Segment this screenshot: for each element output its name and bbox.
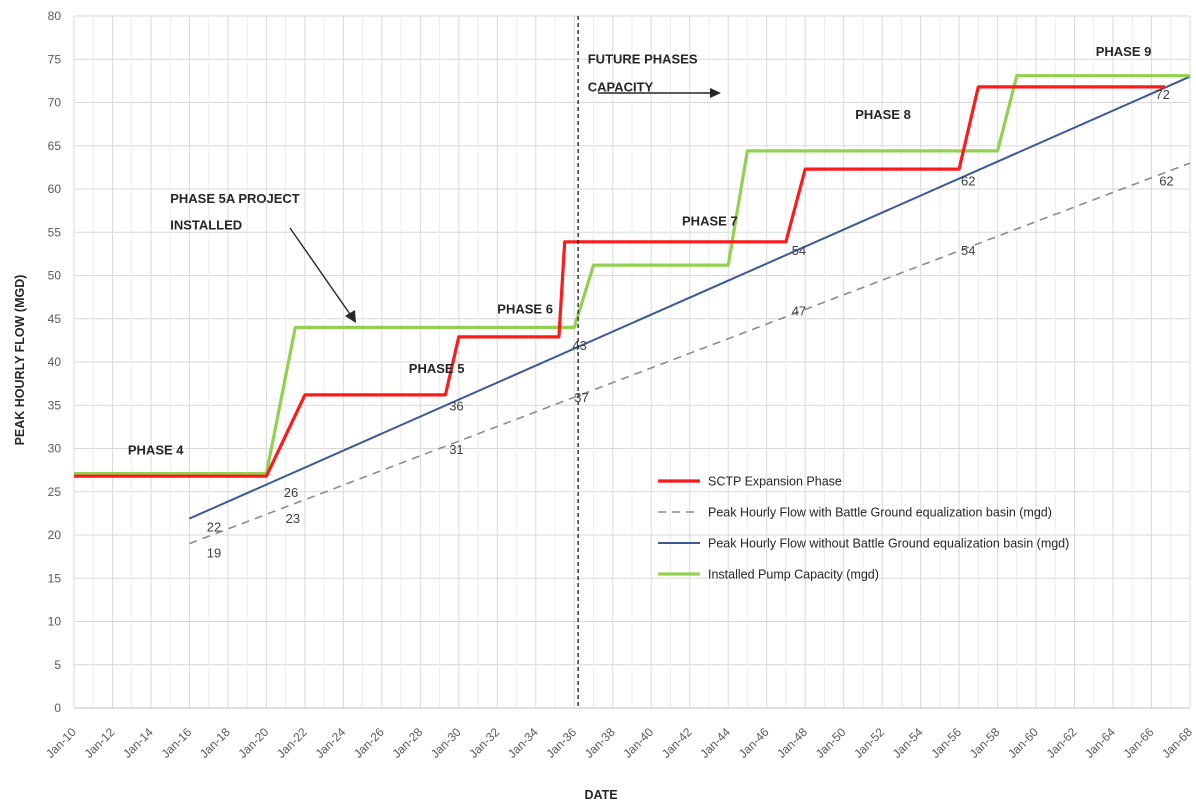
y-tick-label: 30 bbox=[48, 442, 62, 456]
data-label: 54 bbox=[961, 243, 975, 258]
data-label: 22 bbox=[207, 520, 221, 535]
legend-label: Installed Pump Capacity (mgd) bbox=[708, 568, 879, 582]
x-tick-label: Jan-60 bbox=[1005, 725, 1041, 761]
y-tick-label: 70 bbox=[48, 96, 62, 110]
y-tick-label: 45 bbox=[48, 312, 62, 326]
y-tick-label: 10 bbox=[48, 615, 62, 629]
y-tick-label: 65 bbox=[48, 139, 62, 153]
x-tick-label: Jan-10 bbox=[43, 725, 79, 761]
y-tick-label: 80 bbox=[48, 9, 62, 23]
data-label: 31 bbox=[449, 442, 463, 457]
y-tick-label: 50 bbox=[48, 269, 62, 283]
series-line-peak-hourly-flow-with-battle-ground-equalization-basin-mgd bbox=[189, 162, 1191, 545]
x-tick-label: Jan-66 bbox=[1121, 725, 1157, 761]
data-label: 62 bbox=[1159, 174, 1173, 189]
series-line-installed-pump-capacity-mgd bbox=[74, 74, 1190, 476]
y-tick-label: 20 bbox=[48, 528, 62, 542]
data-label: 37 bbox=[574, 390, 588, 405]
x-tick-label: Jan-40 bbox=[620, 725, 656, 761]
x-tick-label: Jan-18 bbox=[197, 725, 233, 761]
annotation-phase-4: PHASE 4 bbox=[128, 443, 184, 458]
x-tick-label: Jan-16 bbox=[159, 725, 195, 761]
data-label: 47 bbox=[792, 303, 806, 318]
x-tick-label: Jan-44 bbox=[697, 725, 733, 761]
annotation-installed: INSTALLED bbox=[170, 218, 242, 233]
x-axis-ticks: Jan-10 Jan-12 Jan-14 Jan-16 Jan-18 Jan-20 Jan-… bbox=[43, 725, 1195, 761]
x-tick-label: Jan-12 bbox=[82, 725, 118, 761]
annotation-phase-5a-project: PHASE 5A PROJECT bbox=[170, 191, 300, 206]
data-label: 62 bbox=[961, 174, 975, 189]
annotation-phase-5: PHASE 5 bbox=[409, 361, 465, 376]
data-label: 43 bbox=[572, 338, 586, 353]
y-tick-label: 75 bbox=[48, 52, 62, 66]
gridlines bbox=[73, 15, 1191, 709]
data-label: 19 bbox=[207, 546, 221, 561]
x-tick-label: Jan-64 bbox=[1082, 725, 1118, 761]
future-phases-arrow bbox=[598, 88, 721, 98]
y-tick-label: 35 bbox=[48, 398, 62, 412]
series-lines bbox=[74, 74, 1191, 545]
y-tick-label: 15 bbox=[48, 571, 62, 585]
x-tick-label: Jan-26 bbox=[351, 725, 387, 761]
x-tick-label: Jan-30 bbox=[428, 725, 464, 761]
x-tick-label: Jan-34 bbox=[505, 725, 541, 761]
x-tick-label: Jan-32 bbox=[466, 725, 502, 761]
x-tick-label: Jan-68 bbox=[1159, 725, 1195, 761]
x-tick-label: Jan-54 bbox=[890, 725, 926, 761]
annotation-phase-9: PHASE 9 bbox=[1096, 44, 1152, 59]
x-tick-label: Jan-20 bbox=[236, 725, 272, 761]
y-tick-label: 25 bbox=[48, 485, 62, 499]
y-tick-label: 55 bbox=[48, 225, 62, 239]
x-tick-label: Jan-42 bbox=[659, 725, 695, 761]
x-tick-label: Jan-14 bbox=[120, 725, 156, 761]
legend-label: Peak Hourly Flow with Battle Ground equa… bbox=[708, 506, 1052, 520]
y-tick-label: 5 bbox=[54, 658, 61, 672]
phase-annotations: PHASE 4 PHASE 5 PHASE 6 PHASE 7 PHASE 8 PHASE… bbox=[128, 44, 1151, 458]
data-labels: 22 26 36 43 54 62 72 19 23 31 37 47 54 62 bbox=[207, 87, 1174, 560]
x-tick-label: Jan-28 bbox=[389, 725, 425, 761]
annotation-phase-7: PHASE 7 bbox=[682, 213, 738, 228]
x-tick-label: Jan-24 bbox=[312, 725, 348, 761]
data-label: 54 bbox=[792, 243, 806, 258]
x-tick-label: Jan-50 bbox=[813, 725, 849, 761]
data-label: 72 bbox=[1155, 87, 1169, 102]
y-axis-title: PEAK HOURLY FLOW (MGD) bbox=[13, 275, 27, 446]
series-line-sctp-expansion-phase bbox=[74, 85, 1165, 478]
x-tick-label: Jan-38 bbox=[582, 725, 618, 761]
data-label: 26 bbox=[284, 485, 298, 500]
y-axis-ticks: 0 5 10 15 20 25 30 35 40 45 50 55 60 65 70 75 80 bbox=[48, 9, 62, 715]
annotation-phase-6: PHASE 6 bbox=[497, 302, 553, 317]
x-tick-label: Jan-62 bbox=[1044, 725, 1080, 761]
x-tick-label: Jan-22 bbox=[274, 725, 310, 761]
x-tick-label: Jan-46 bbox=[736, 725, 772, 761]
y-tick-label: 40 bbox=[48, 355, 62, 369]
phase-5a-arrow bbox=[289, 227, 356, 323]
x-tick-label: Jan-52 bbox=[851, 725, 887, 761]
legend-label: SCTP Expansion Phase bbox=[708, 475, 842, 489]
y-tick-label: 0 bbox=[54, 701, 61, 715]
x-axis-title: DATE bbox=[584, 788, 617, 802]
series-line-peak-hourly-flow-without-battle-ground-equalization-basin-mgd bbox=[188, 75, 1191, 520]
x-tick-label: Jan-58 bbox=[967, 725, 1003, 761]
x-tick-label: Jan-36 bbox=[543, 725, 579, 761]
x-tick-label: Jan-48 bbox=[774, 725, 810, 761]
legend: SCTP Expansion Phase Peak Hourly Flow wit… bbox=[658, 475, 1069, 582]
data-label: 23 bbox=[286, 511, 300, 526]
annotation-phase-8: PHASE 8 bbox=[855, 107, 911, 122]
data-label: 36 bbox=[449, 399, 463, 414]
x-tick-label: Jan-56 bbox=[928, 725, 964, 761]
legend-label: Peak Hourly Flow without Battle Ground e… bbox=[708, 537, 1069, 551]
y-tick-label: 60 bbox=[48, 182, 62, 196]
annotation-capacity: CAPACITY bbox=[588, 79, 654, 94]
annotation-future-phases: FUTURE PHASES bbox=[588, 52, 698, 67]
